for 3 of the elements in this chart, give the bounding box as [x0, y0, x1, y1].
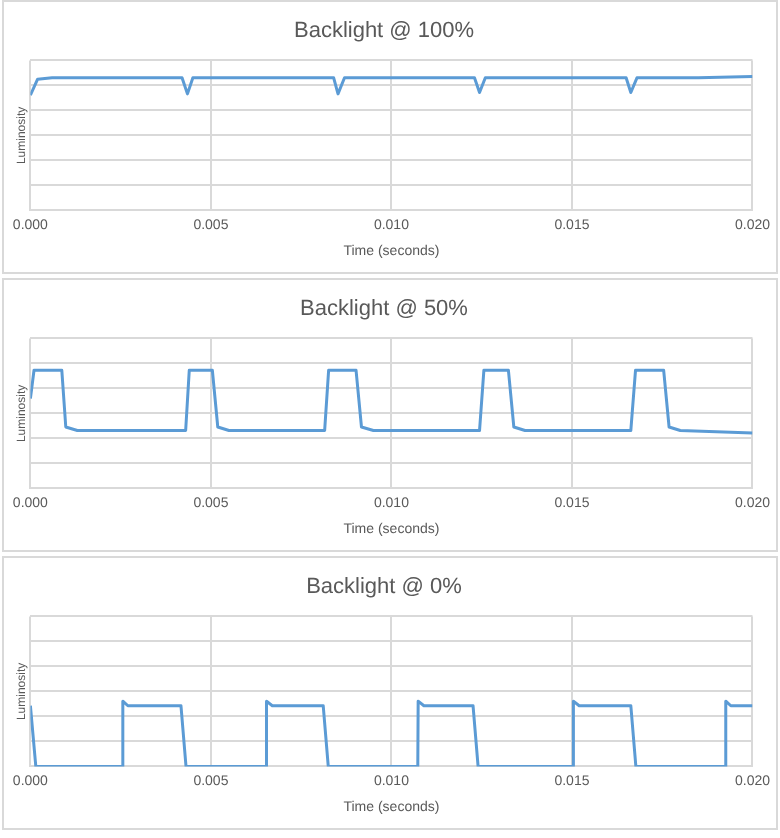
chart-title: Backlight @ 100% [293, 19, 475, 44]
chart-title: Backlight @ 50% [300, 297, 469, 322]
chart-title: Backlight @ 0% [306, 575, 463, 600]
